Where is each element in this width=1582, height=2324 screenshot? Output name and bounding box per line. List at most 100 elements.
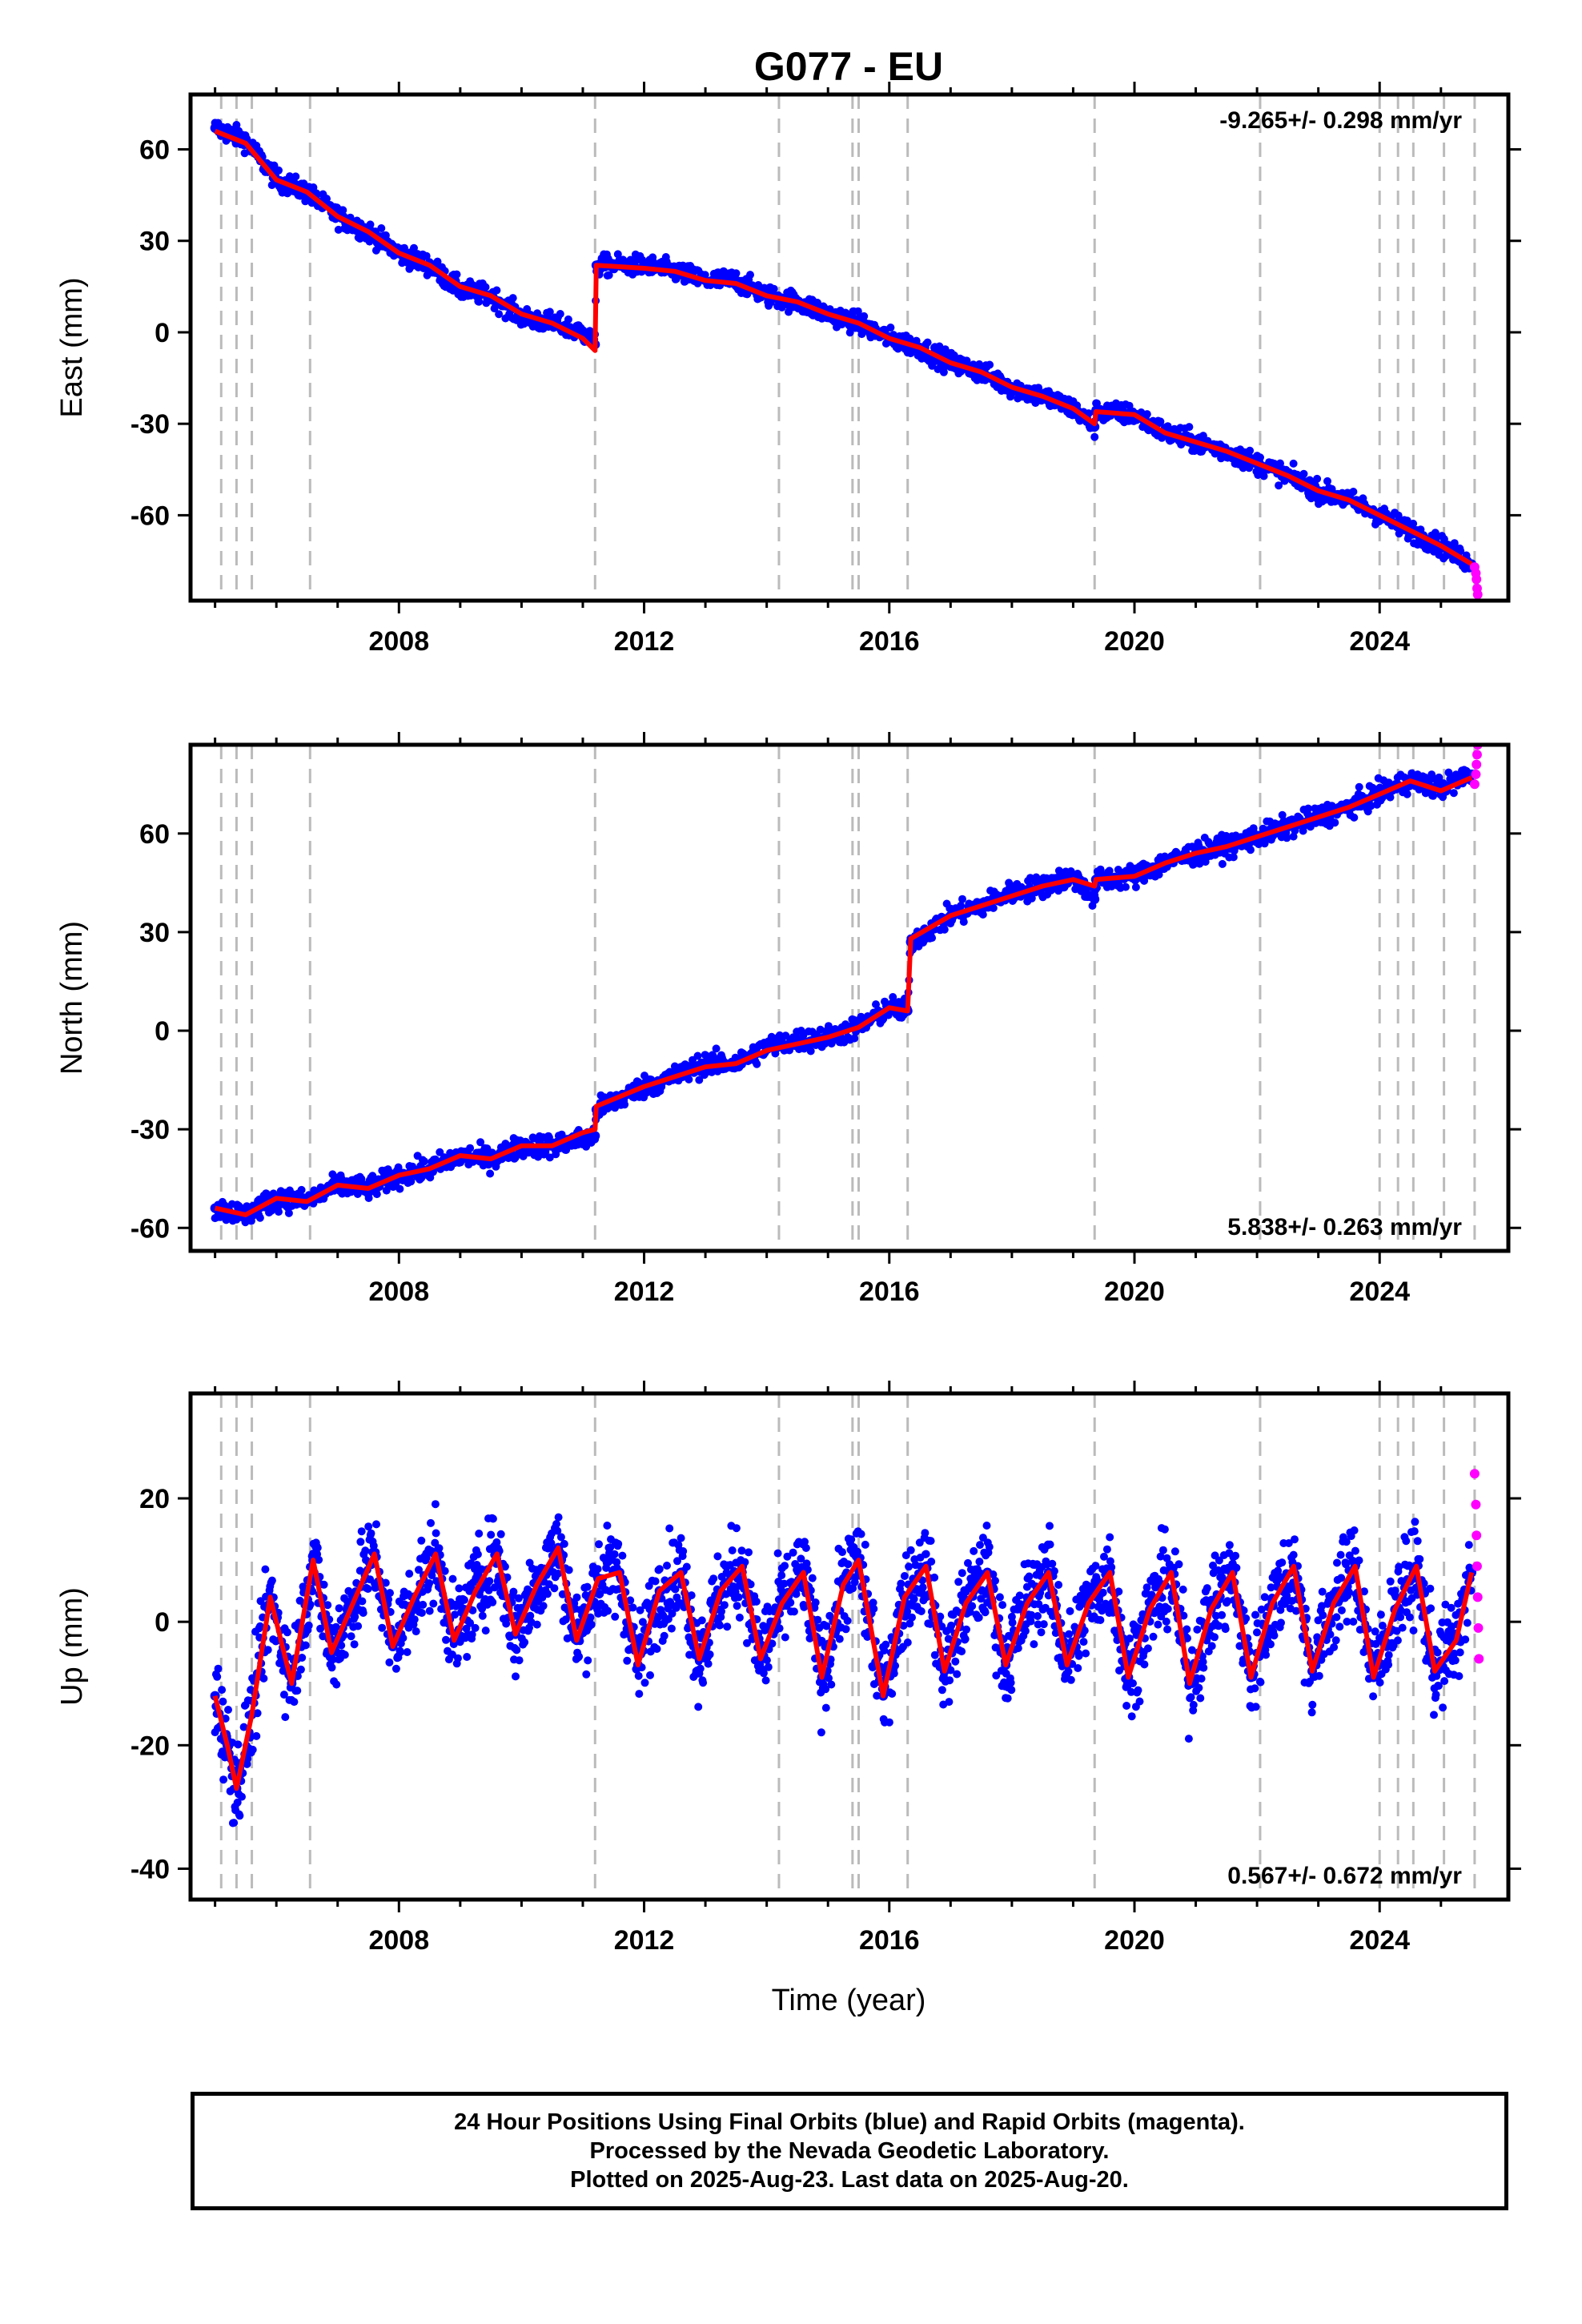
data-point [628,1603,637,1612]
x-tick-label: 2008 [368,626,429,657]
data-point [1246,446,1255,455]
data-point [1199,432,1207,440]
data-point [448,1574,457,1583]
data-point [410,1615,419,1624]
panel-frame [188,742,1511,1253]
data-point [429,1599,438,1608]
data-point [696,1664,705,1673]
data-point [1289,459,1298,468]
data-point [564,315,572,324]
data-point [316,1624,325,1633]
data-point [512,1646,521,1655]
data-point [728,1546,737,1554]
data-point [1131,883,1140,891]
data-point [339,206,347,215]
data-point [959,918,968,927]
x-tick-label: 2016 [859,1277,920,1307]
data-point [712,1044,721,1053]
data-point [543,1590,552,1598]
data-point [1349,488,1358,496]
panel-plot-area [210,1393,1484,1900]
data-point [817,1636,826,1645]
data-point [885,1718,893,1727]
x-tick-label: 2020 [1104,1277,1165,1307]
data-point [306,1600,315,1609]
data-point [572,1593,581,1602]
data-point [821,1703,830,1712]
data-point [364,1194,373,1202]
data-point [643,1598,652,1607]
data-point [838,1548,846,1557]
data-point [620,1100,629,1109]
data-point [746,1580,755,1589]
data-point [554,1570,562,1578]
y-tick-label: 30 [139,227,170,257]
data-point [764,1663,773,1671]
data-point [234,1740,243,1749]
data-point [781,1562,789,1570]
rapid-orbit-point [1472,759,1482,770]
data-point [304,1621,313,1630]
figure-title: G077 - EU [754,44,943,89]
data-point [520,1638,529,1647]
data-point [634,1671,643,1680]
data-point [442,1635,450,1644]
model-line [214,775,1473,1217]
data-point [604,1606,612,1615]
data-point [468,1630,476,1638]
data-point [792,1590,801,1598]
data-point [361,1546,370,1555]
data-point [293,1687,302,1695]
data-point [638,1618,647,1626]
data-point [745,1548,753,1557]
data-point [377,224,386,232]
data-point [1429,791,1438,800]
data-point [232,121,241,129]
data-point [297,1185,306,1194]
data-point [309,183,318,191]
data-point [582,1670,591,1679]
data-point [817,1728,825,1737]
data-point [989,903,998,912]
data-point [891,1662,900,1670]
data-point [415,1566,423,1574]
data-point [255,1213,264,1222]
data-point [575,1652,584,1661]
y-tick-label: 30 [139,918,170,948]
data-point [590,1131,600,1141]
data-point [928,934,937,943]
rapid-orbit-point [1472,574,1482,585]
data-point [417,1536,426,1545]
data-point [769,284,778,293]
data-point [476,1138,485,1147]
data-point [808,1574,817,1582]
data-point [593,1565,602,1574]
rapid-orbit-point [1469,779,1480,790]
data-point [835,1634,844,1643]
data-point [385,1658,394,1667]
data-point [957,902,966,910]
final-orbit-points [210,1500,1477,1827]
data-point [709,1574,718,1583]
data-point [775,1031,784,1039]
data-point [635,1690,644,1699]
data-point [485,1577,494,1586]
x-tick-label: 2024 [1349,1277,1410,1307]
data-point [886,324,895,332]
data-point [351,1612,359,1621]
data-point [283,1628,291,1637]
data-point [473,1550,482,1558]
y-tick-label: -60 [130,1213,170,1244]
data-point [487,1530,496,1539]
data-point [822,1622,831,1630]
data-point [224,1706,232,1714]
data-point [366,220,375,229]
data-point [475,1530,484,1538]
data-point [1090,432,1099,441]
data-point [451,1610,460,1619]
final-orbit-points [210,119,1477,573]
data-point [1304,804,1312,813]
data-point [420,1157,428,1166]
